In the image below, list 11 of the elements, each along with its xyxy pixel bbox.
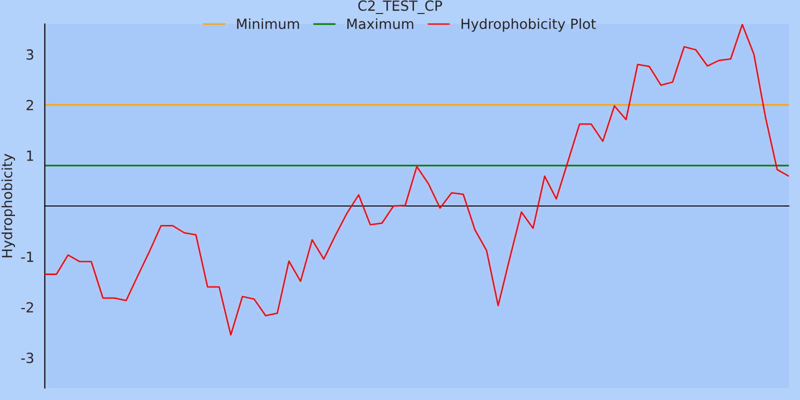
legend-label: Hydrophobicity Plot <box>462 18 596 32</box>
y-tick-label: -1 <box>21 252 34 262</box>
y-tick-label: -2 <box>21 302 33 312</box>
chart-title: C2_TEST_CP <box>358 0 442 14</box>
y-tick-label: -3 <box>21 352 34 364</box>
y-tick-label: 2 <box>26 100 33 110</box>
legend-label: Maximum <box>347 18 414 30</box>
y-axis-title: Hydrophobicity <box>2 154 15 258</box>
y-tick-label: 3 <box>26 49 34 60</box>
legend-label: Minimum <box>237 18 299 30</box>
y-tick-label: 1 <box>27 150 34 161</box>
